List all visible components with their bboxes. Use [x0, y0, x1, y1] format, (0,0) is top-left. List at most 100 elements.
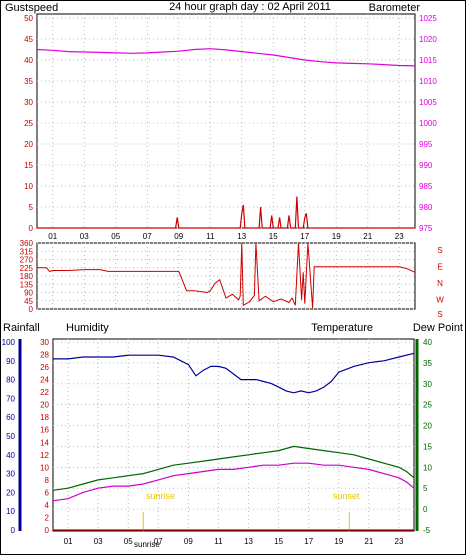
barometer-tick-label: 1005 [419, 98, 437, 107]
time-tick-label: 13 [244, 537, 253, 546]
humidity-tick-label: 10 [6, 507, 15, 516]
dew-point-line [52, 462, 415, 502]
gust-tick-label: 5 [29, 203, 34, 212]
wind-dir-tick-label: 225 [20, 264, 34, 273]
wind-dir-tick-label: 45 [24, 297, 33, 306]
sunrise-label-upper: sunrise [146, 491, 175, 501]
time-tick-label: 15 [269, 232, 278, 241]
graph-title: 24 hour graph day : 02 April 2011 [169, 1, 331, 13]
wind-dir-tick-label: 270 [20, 256, 34, 265]
temperature-tick-label: 0 [423, 505, 428, 514]
barometer-tick-label: 1000 [419, 119, 437, 128]
humidity-tick-label: 20 [6, 488, 15, 497]
gustspeed-label: Gustspeed [5, 2, 58, 14]
time-tick-label: 01 [48, 232, 57, 241]
compass-label: E [437, 263, 442, 272]
temperature-label: Temperature [311, 322, 373, 334]
barometer-tick-label: 1015 [419, 56, 437, 65]
gust-tick-label: 10 [24, 182, 33, 191]
wind-dir-tick-label: 90 [24, 289, 33, 298]
dewpoint-label: Dew Point [413, 322, 463, 334]
sunrise-label-axis: sunrise [134, 540, 160, 549]
compass-label: W [436, 296, 444, 305]
temperature-tick-label: 40 [423, 338, 432, 347]
temperature-tick-label: 30 [423, 380, 432, 389]
wind-direction-line [37, 242, 416, 309]
temperature-tick-label: 25 [423, 401, 432, 410]
temperature-tick-label: 20 [423, 422, 432, 431]
gust-tick-label: 25 [24, 119, 33, 128]
humidity-tick-label: 0 [11, 526, 16, 535]
humidity-tick-label: 90 [6, 357, 15, 366]
barometer-line [36, 48, 416, 67]
temperature-tick-label: -5 [423, 526, 431, 535]
rainfall-tick-label: 4 [45, 501, 50, 510]
gust-tick-label: 15 [24, 161, 33, 170]
temperature-tick-label: 5 [423, 484, 428, 493]
rainfall-tick-label: 20 [40, 401, 49, 410]
time-tick-label: 17 [304, 537, 313, 546]
rainfall-tick-label: 26 [40, 363, 49, 372]
time-tick-label: 23 [395, 537, 404, 546]
gust-tick-label: 45 [24, 35, 33, 44]
time-tick-label: 07 [154, 537, 163, 546]
time-tick-label: 05 [111, 232, 120, 241]
barometer-tick-label: 1025 [419, 14, 437, 23]
barometer-tick-label: 975 [419, 224, 433, 233]
time-tick-label: 19 [334, 537, 343, 546]
rainfall-tick-label: 10 [40, 463, 49, 472]
compass-label: N [437, 279, 443, 288]
humidity-line [53, 352, 415, 394]
wind-dir-tick-label: 315 [20, 247, 34, 256]
rainfall-tick-label: 12 [40, 451, 49, 460]
wind-dir-tick-label: 180 [20, 272, 34, 281]
wind-dir-tick-label: 0 [29, 305, 34, 314]
time-tick-label: 05 [124, 537, 133, 546]
temperature-tick-label: 10 [423, 463, 432, 472]
rainfall-tick-label: 0 [45, 526, 50, 535]
time-tick-label: 07 [143, 232, 152, 241]
barometer-tick-label: 1020 [419, 35, 437, 44]
humidity-tick-label: 40 [6, 451, 15, 460]
rainfall-tick-label: 28 [40, 351, 49, 360]
humidity-tick-label: 70 [6, 394, 15, 403]
humidity-tick-label: 80 [6, 376, 15, 385]
gust-tick-label: 0 [29, 224, 34, 233]
barometer-tick-label: 980 [419, 203, 433, 212]
gust-tick-label: 35 [24, 77, 33, 86]
compass-label: S [437, 310, 442, 319]
rainfall-tick-label: 2 [45, 513, 50, 522]
time-tick-label: 11 [214, 537, 223, 546]
barometer-tick-label: 995 [419, 140, 433, 149]
rainfall-tick-label: 8 [45, 476, 50, 485]
sunset-label-upper: sunset [333, 491, 360, 501]
time-tick-label: 21 [364, 537, 373, 546]
temperature-tick-label: 15 [423, 442, 432, 451]
gustspeed-line [37, 196, 415, 229]
wind-dir-tick-label: 360 [20, 239, 34, 248]
gust-tick-label: 30 [24, 98, 33, 107]
time-tick-label: 09 [184, 537, 193, 546]
time-tick-label: 23 [395, 232, 404, 241]
rainfall-tick-label: 22 [40, 388, 49, 397]
compass-label: S [437, 246, 442, 255]
panel3-frame [52, 338, 415, 532]
wind-dir-tick-label: 135 [20, 280, 34, 289]
barometer-tick-label: 990 [419, 161, 433, 170]
temperature-tick-label: 35 [423, 359, 432, 368]
rainfall-tick-label: 6 [45, 488, 50, 497]
time-tick-label: 17 [300, 232, 309, 241]
time-tick-label: 13 [237, 232, 246, 241]
humidity-tick-label: 30 [6, 470, 15, 479]
rainfall-tick-label: 24 [40, 376, 49, 385]
time-tick-label: 01 [64, 537, 73, 546]
time-tick-label: 11 [206, 232, 215, 241]
time-tick-label: 03 [80, 232, 89, 241]
time-tick-label: 09 [174, 232, 183, 241]
barometer-tick-label: 985 [419, 182, 433, 191]
